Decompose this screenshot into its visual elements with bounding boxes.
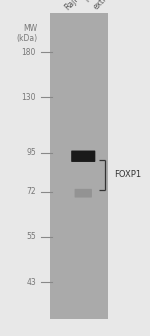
FancyBboxPatch shape: [52, 152, 68, 161]
Text: 55: 55: [26, 233, 36, 241]
Text: Raji nuclear
extract: Raji nuclear extract: [84, 0, 130, 12]
Text: 72: 72: [26, 187, 36, 196]
Text: 43: 43: [26, 278, 36, 287]
Text: 95: 95: [26, 149, 36, 157]
FancyBboxPatch shape: [50, 13, 108, 319]
Text: MW
(kDa): MW (kDa): [16, 24, 38, 43]
FancyBboxPatch shape: [71, 151, 95, 162]
Text: 180: 180: [22, 48, 36, 56]
Text: Raji: Raji: [63, 0, 80, 12]
Text: FOXP1: FOXP1: [114, 170, 141, 179]
Text: 130: 130: [21, 93, 36, 102]
FancyBboxPatch shape: [75, 189, 92, 198]
